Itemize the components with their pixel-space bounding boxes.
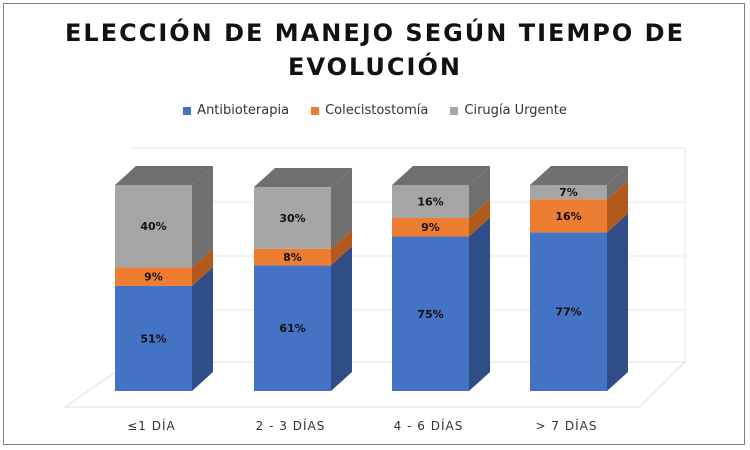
- legend-item-antibioterapia: Antibioterapia: [183, 103, 289, 118]
- data-label: 61%: [279, 322, 305, 335]
- legend-swatch: [311, 106, 320, 115]
- bar-segment: [530, 199, 607, 233]
- bar-side: [331, 229, 352, 266]
- bar-segment: [115, 285, 192, 391]
- bar-side: [331, 246, 352, 391]
- legend-item-cirugia-urgente: Cirugía Urgente: [450, 103, 567, 118]
- bar-segment: [115, 267, 192, 286]
- category-label: ≤1 DÍA: [127, 418, 176, 433]
- chart-legend: Antibioterapia Colecistostomía Cirugía U…: [0, 103, 750, 118]
- category-label: > 7 DÍAS: [536, 418, 598, 433]
- data-label: 16%: [417, 195, 443, 208]
- data-label: 75%: [417, 308, 443, 321]
- bar-segment: [254, 265, 331, 391]
- data-label: 9%: [144, 271, 163, 284]
- bar-side: [607, 180, 628, 233]
- chart-title: ELECCIÓN DE MANEJO SEGÚN TIEMPO DE EVOLU…: [65, 19, 685, 81]
- data-label: 7%: [559, 186, 578, 199]
- bar-top: [115, 166, 213, 185]
- category-label: 4 - 6 DÍAS: [394, 418, 464, 433]
- bar-segment: [530, 185, 607, 200]
- bar-segment: [115, 185, 192, 268]
- data-label: 30%: [279, 212, 305, 225]
- bar-top: [530, 166, 628, 185]
- bar-side: [192, 248, 213, 286]
- legend-label: Colecistostomía: [325, 103, 429, 118]
- data-label: 77%: [555, 306, 581, 319]
- bar-segment: [392, 217, 469, 237]
- bar-side: [469, 166, 490, 218]
- legend-swatch: [183, 106, 192, 115]
- legend-label: Cirugía Urgente: [464, 103, 567, 118]
- bar-segment: [530, 232, 607, 391]
- data-label: 9%: [421, 221, 440, 234]
- bar-side: [607, 213, 628, 391]
- bar-side: [331, 168, 352, 249]
- data-label: 51%: [140, 332, 166, 345]
- bar-segment: [392, 185, 469, 218]
- legend-swatch: [450, 106, 459, 115]
- bar-side: [469, 198, 490, 237]
- bar-side: [469, 217, 490, 391]
- data-label: 40%: [140, 220, 166, 233]
- bar-side: [607, 166, 628, 200]
- bar-segment: [392, 236, 469, 391]
- category-label: 2 - 3 DÍAS: [256, 418, 326, 433]
- data-label: 8%: [283, 251, 302, 264]
- data-label: 16%: [555, 210, 581, 223]
- bar-top: [254, 168, 352, 188]
- bar-top: [392, 166, 490, 185]
- bar-segment: [254, 187, 331, 249]
- legend-item-colecistostomia: Colecistostomía: [311, 103, 428, 118]
- bar-segment: [254, 248, 331, 266]
- bar-side: [192, 266, 213, 391]
- legend-label: Antibioterapia: [197, 103, 290, 118]
- bar-side: [192, 166, 213, 268]
